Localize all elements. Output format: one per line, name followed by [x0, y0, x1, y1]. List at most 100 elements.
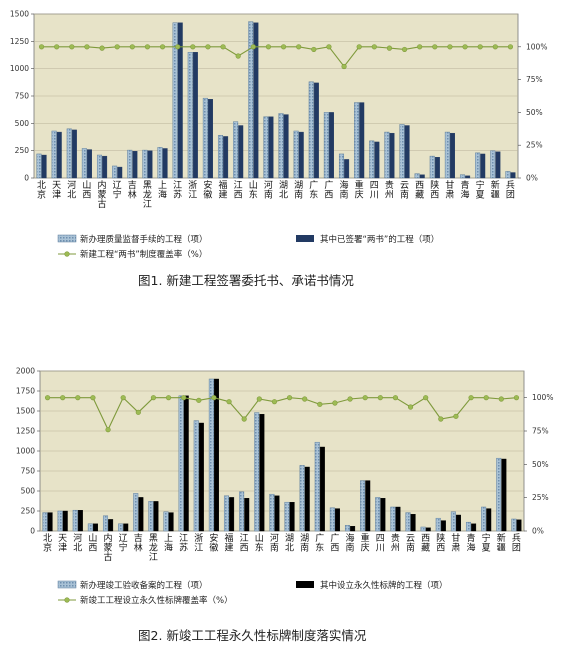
- chart-2-bar-31-subset: [501, 458, 507, 532]
- chart-2-y-tick-label: 1750: [16, 387, 35, 396]
- chart-2-coverage-point-30: [483, 395, 489, 401]
- chart-1-bar-21-subset: [344, 159, 350, 179]
- chart-2-category-label: 西藏: [421, 533, 430, 553]
- chart-2-bar-21-total: [344, 525, 351, 532]
- chart-1-bar-16-subset: [268, 116, 274, 179]
- chart-1-y-tick-label: 500: [15, 119, 30, 128]
- chart-2-bar-11-subset: [198, 422, 204, 532]
- chart-1-category-label: 河南: [264, 179, 273, 200]
- chart-2-bar-22-total: [360, 480, 366, 532]
- chart-2-bar-22-subset: [365, 480, 371, 532]
- chart-2-category-label: 黑龙江: [149, 533, 158, 563]
- chart-1-bar-19-subset: [313, 82, 319, 179]
- chart-2-coverage-point-7: [135, 409, 141, 415]
- chart-2-coverage-point-31: [498, 396, 504, 402]
- chart-1-category-label: 宁夏: [476, 179, 485, 200]
- chart-2-bar-16-total: [269, 493, 275, 532]
- chart-2-bar-6-total: [118, 523, 124, 532]
- chart-1-category-label: 江西: [234, 180, 243, 200]
- chart-2-bar-7-subset: [138, 497, 144, 532]
- chart-1: 0 250 500 750 1000 1250 1500 0% 25% 50% 75% 100% 北京天…: [10, 10, 548, 261]
- chart-2-bar-19-subset: [319, 446, 325, 532]
- chart-2-legend-swatch-subset: [296, 581, 314, 588]
- chart-1-coverage-point-24: [386, 45, 393, 51]
- chart-1-category-label: 山西: [82, 180, 91, 200]
- chart-2-coverage-point-21: [347, 396, 353, 402]
- chart-2-bar-2-total: [57, 510, 63, 532]
- chart-2-category-label: 山西: [88, 533, 97, 553]
- chart-2-y2-tick-label: 50%: [532, 460, 549, 469]
- chart-2-bar-5-subset: [108, 519, 114, 532]
- chart-1-coverage-point-9: [159, 44, 166, 50]
- chart-1-bar-16-total: [263, 116, 269, 179]
- chart-2-y-tick-label: 1500: [16, 407, 35, 416]
- chart-1-bar-21-total: [338, 153, 345, 179]
- chart-1-category-label: 山东: [249, 180, 258, 200]
- chart-1-bar-31-subset: [495, 151, 501, 179]
- chart-1-bar-15-subset: [253, 22, 259, 179]
- chart-2-category-label: 云南: [406, 534, 415, 553]
- chart-2-coverage-point-10: [181, 395, 187, 401]
- chart-1-bar-30-subset: [480, 153, 486, 179]
- chart-2-category-label: 海南: [346, 532, 355, 553]
- chart-1-bar-26-total: [414, 173, 420, 179]
- chart-2-bar-14-subset: [244, 498, 250, 532]
- chart-1-coverage-point-15: [250, 44, 256, 50]
- chart-2-category-label: 贵州: [391, 532, 400, 553]
- chart-2-bar-25-subset: [410, 514, 416, 532]
- chart-1-y2-tick-label: 75%: [526, 75, 543, 84]
- chart-1-bar-9-subset: [162, 148, 168, 179]
- chart-1-coverage-point-29: [462, 44, 468, 50]
- chart-1-bar-28-total: [444, 131, 450, 179]
- chart-1-category-label: 天津: [52, 181, 61, 200]
- chart-2-category-label: 广东: [315, 532, 324, 553]
- chart-1-bar-12-total: [202, 97, 208, 179]
- chart-2-bar-28-total: [450, 511, 456, 532]
- chart-1-coverage-point-5: [99, 45, 105, 51]
- chart-1-bar-32-subset: [510, 172, 516, 179]
- chart-2-bar-16-subset: [274, 495, 280, 532]
- chart-1-bar-12-subset: [208, 99, 213, 179]
- chart-1-coverage-point-12: [205, 44, 211, 50]
- chart-2-category-label: 新疆: [497, 532, 506, 553]
- chart-1-bar-24-total: [384, 131, 390, 179]
- chart-1-bar-22-total: [354, 102, 360, 179]
- chart-1-bar-8-total: [142, 149, 148, 179]
- chart-2-bar-27-subset: [440, 520, 446, 532]
- chart-1-category-label: 河北: [67, 179, 76, 200]
- chart-1-bar-6-subset: [117, 166, 123, 179]
- chart-2-bar-3-total: [72, 509, 78, 532]
- chart-2-category-label: 山东: [255, 533, 264, 553]
- chart-2-bar-10-total: [178, 395, 184, 532]
- chart-1-bar-5-subset: [102, 155, 108, 179]
- chart-2-category-label: 北京: [43, 533, 52, 553]
- chart-2-bar-32-total: [511, 518, 517, 532]
- chart-2-bar-27-total: [435, 517, 441, 532]
- chart-1-legend-label-total: 新办理质量监督手续的工程（项）: [80, 234, 208, 245]
- chart-2-bar-1-total: [42, 512, 48, 532]
- chart-2-bar-30-subset: [486, 508, 492, 532]
- chart-2-category-label: 湖北: [285, 533, 294, 553]
- chart-1-y2-tick-label: 50%: [526, 108, 543, 117]
- chart-1-coverage-point-6: [114, 44, 120, 50]
- chart-1-bar-17-subset: [283, 114, 289, 179]
- chart-1-bar-3-total: [66, 128, 72, 179]
- chart-2-bar-6-subset: [123, 523, 129, 532]
- chart-2-coverage-point-6: [120, 395, 126, 401]
- chart-1-legend-label-coverage: 新建工程“两书”制度覆盖率（%）: [80, 249, 207, 260]
- chart-2-bar-12-subset: [214, 378, 219, 532]
- chart-2-category-label: 兵团: [512, 532, 521, 553]
- chart-1-bar-1-subset: [41, 154, 47, 179]
- chart-2-bar-13-subset: [229, 497, 235, 532]
- chart-1-coverage-point-27: [432, 44, 438, 50]
- chart-1-category-label: 云南: [400, 181, 409, 200]
- chart-1-category-label: 新疆: [491, 179, 500, 200]
- chart-1-bar-22-subset: [359, 102, 365, 179]
- chart-1-bar-23-total: [369, 140, 375, 179]
- chart-1-bar-3-subset: [71, 129, 77, 179]
- chart-1-category-label: 甘肃: [445, 179, 454, 200]
- chart-1-coverage-point-14: [235, 53, 241, 59]
- chart-1-bar-19-total: [308, 81, 314, 179]
- chart-1-coverage-point-3: [69, 44, 75, 50]
- chart-1-coverage-point-4: [84, 44, 90, 50]
